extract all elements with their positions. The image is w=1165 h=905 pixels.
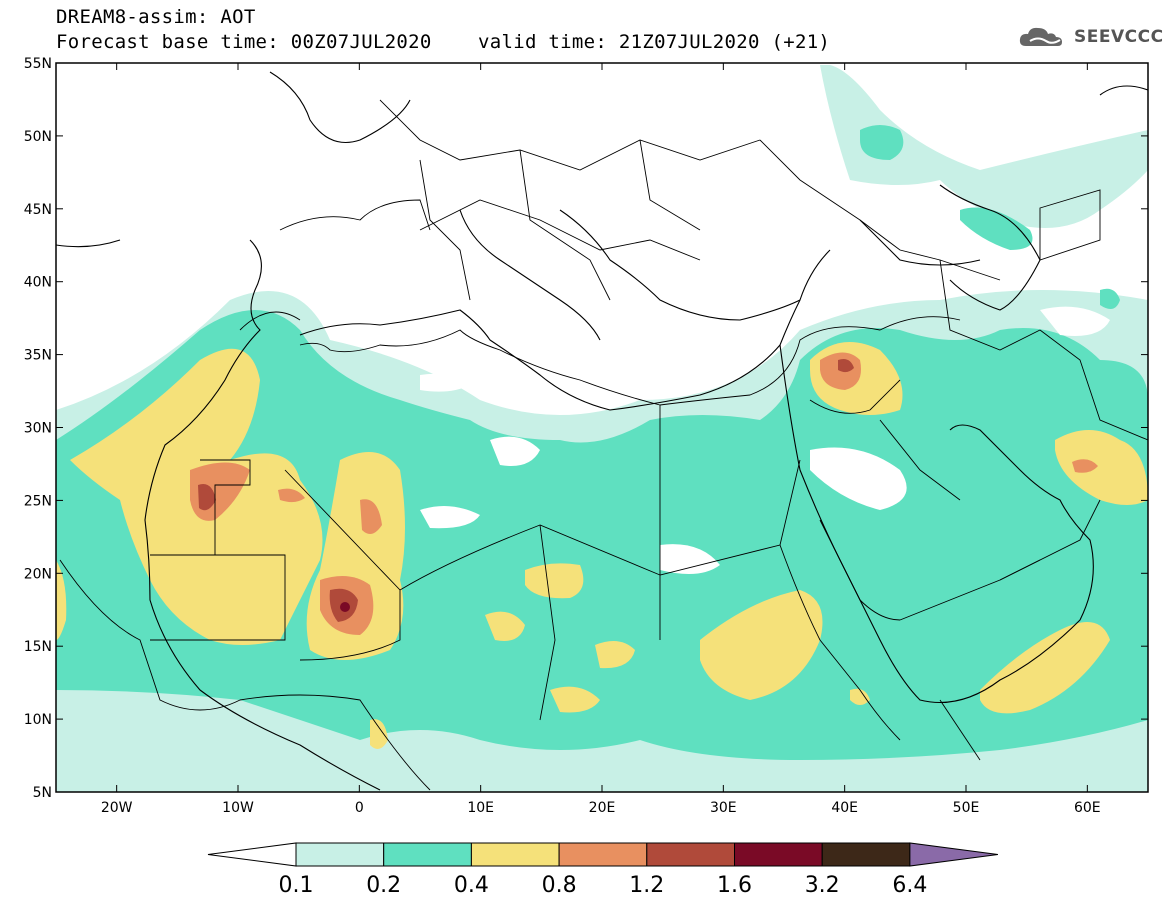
colorbar-label: 0.1: [279, 873, 314, 898]
lon-label: 20E: [589, 800, 616, 816]
lat-label: 40N: [24, 275, 52, 291]
colorbar-min-arrow: [207, 842, 297, 867]
colorbar-label: 0.2: [366, 873, 401, 898]
colorbar-segment: [383, 842, 472, 867]
logo-text: SEEVCCC: [1074, 27, 1164, 47]
colorbar-segment: [558, 842, 648, 867]
latitude-axis: 55N 50N 45N 40N 35N 30N 25N 20N 15N 10N 5N: [24, 56, 1148, 801]
lon-label: 10E: [467, 800, 494, 816]
lat-label: 25N: [24, 493, 52, 509]
lat-label: 50N: [24, 129, 52, 145]
colorbar-label: 0.4: [454, 873, 489, 898]
lon-label: 10W: [222, 800, 254, 816]
seevccc-logo: SEEVCCC: [1018, 24, 1164, 50]
colorbar-segment: [646, 842, 735, 867]
lat-label: 5N: [33, 785, 52, 801]
lat-label: 10N: [24, 712, 52, 728]
lon-label: 20W: [101, 800, 133, 816]
lat-label: 15N: [24, 639, 52, 655]
colorbar-label: 3.2: [805, 873, 840, 898]
map-title: DREAM8-assim: AOT: [56, 6, 256, 28]
colorbar-segment: [734, 842, 823, 867]
cloud-icon: [1019, 27, 1062, 46]
colorbar-segment: [470, 842, 560, 867]
lon-label: 0: [355, 800, 364, 816]
lon-label: 50E: [953, 800, 980, 816]
aot-field: [56, 65, 1148, 792]
colorbar-segment: [295, 842, 385, 867]
colorbar-label: 1.2: [629, 873, 664, 898]
colorbar-label: 1.6: [717, 873, 752, 898]
lat-label: 20N: [24, 566, 52, 582]
colorbar-label: 0.8: [542, 873, 577, 898]
lon-label: 60E: [1074, 800, 1101, 816]
colorbar-label: 6.4: [892, 873, 927, 898]
lon-label: 40E: [831, 800, 858, 816]
forecast-base-time: Forecast base time: 00Z07JUL2020: [56, 31, 432, 53]
colorbar-segment: [821, 842, 911, 867]
longitude-axis: 20W 10W 0 10E 20E 30E 40E 50E 60E: [101, 63, 1101, 816]
colorbar: 0.1 0.2 0.4 0.8 1.2 1.6 3.2 6.4: [207, 842, 998, 898]
lon-label: 30E: [710, 800, 737, 816]
colorbar-max-arrow: [909, 842, 998, 867]
lat-label: 55N: [24, 56, 52, 72]
lat-label: 30N: [24, 421, 52, 437]
valid-time: valid time: 21Z07JUL2020 (+21): [478, 31, 831, 53]
lat-label: 35N: [24, 348, 52, 364]
lat-label: 45N: [24, 202, 52, 218]
